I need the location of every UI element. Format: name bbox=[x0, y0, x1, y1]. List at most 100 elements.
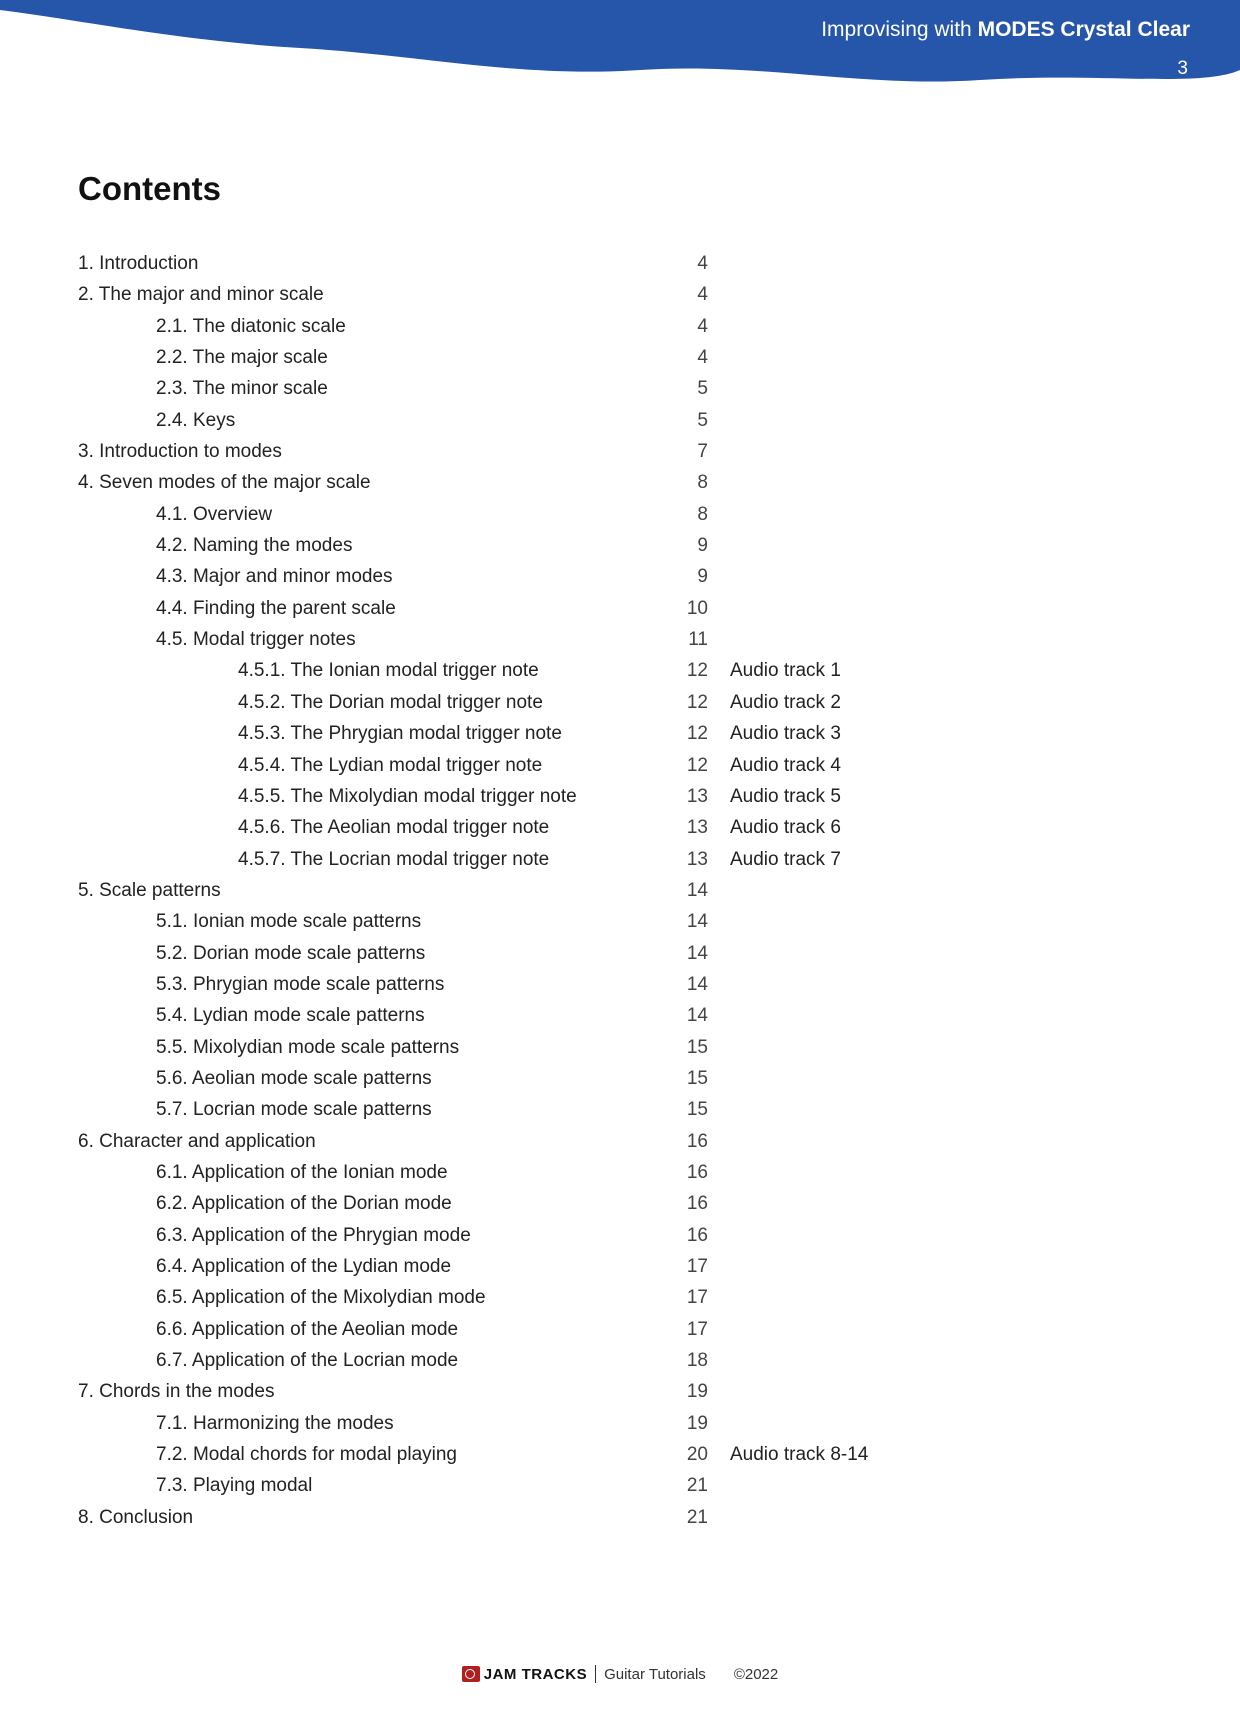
toc-label: 6.2. Application of the Dorian mode bbox=[156, 1188, 648, 1219]
toc-label: 4.5.6. The Aeolian modal trigger note bbox=[238, 812, 648, 843]
toc-page-number: 17 bbox=[648, 1282, 708, 1313]
toc-page-number: 8 bbox=[648, 467, 708, 498]
toc-page-number: 14 bbox=[648, 969, 708, 1000]
toc-page-number: 8 bbox=[648, 499, 708, 530]
toc-page-number: 9 bbox=[648, 530, 708, 561]
toc-row: 4.5. Modal trigger notes11 bbox=[78, 624, 1158, 655]
toc-row: 4.5.7. The Locrian modal trigger note13A… bbox=[78, 844, 1158, 875]
toc-label: 2.4. Keys bbox=[156, 405, 648, 436]
toc-label: 6.7. Application of the Locrian mode bbox=[156, 1345, 648, 1376]
toc-page-number: 17 bbox=[648, 1251, 708, 1282]
toc-label: 6.1. Application of the Ionian mode bbox=[156, 1157, 648, 1188]
toc-page-number: 12 bbox=[648, 750, 708, 781]
toc-page-number: 16 bbox=[648, 1126, 708, 1157]
toc-row: 6.2. Application of the Dorian mode16 bbox=[78, 1188, 1158, 1219]
toc-page-number: 12 bbox=[648, 687, 708, 718]
table-of-contents: 1. Introduction 4 2. The major and minor s… bbox=[78, 248, 1158, 1533]
toc-row: 4.3. Major and minor modes9 bbox=[78, 561, 1158, 592]
toc-row: 3. Introduction to modes7 bbox=[78, 436, 1158, 467]
toc-page-number: 15 bbox=[648, 1063, 708, 1094]
toc-page-number: 5 bbox=[648, 405, 708, 436]
toc-page-number: 14 bbox=[648, 875, 708, 906]
logo-icon bbox=[462, 1666, 480, 1682]
toc-row: 7.2. Modal chords for modal playing20Aud… bbox=[78, 1439, 1158, 1470]
toc-page-number: 13 bbox=[648, 781, 708, 812]
toc-page-number: 4 bbox=[648, 342, 708, 373]
content-area: Contents 1. Introduction 4 2. The major an… bbox=[78, 170, 1158, 1533]
toc-label: 2. The major and minor scale bbox=[78, 279, 648, 310]
contents-heading: Contents bbox=[78, 170, 1158, 208]
toc-label: 2.3. The minor scale bbox=[156, 373, 648, 404]
toc-page-number: 7 bbox=[648, 436, 708, 467]
toc-row: 5.5. Mixolydian mode scale patterns15 bbox=[78, 1032, 1158, 1063]
toc-row: 2.1. The diatonic scale4 bbox=[78, 311, 1158, 342]
toc-label: 3. Introduction to modes bbox=[78, 436, 648, 467]
toc-row: 4.4. Finding the parent scale10 bbox=[78, 593, 1158, 624]
toc-page-number: 14 bbox=[648, 906, 708, 937]
toc-page-number: 18 bbox=[648, 1345, 708, 1376]
toc-page-number: 19 bbox=[648, 1376, 708, 1407]
toc-row: 5.2. Dorian mode scale patterns14 bbox=[78, 938, 1158, 969]
toc-label: 4.5.4. The Lydian modal trigger note bbox=[238, 750, 648, 781]
toc-label: 5.1. Ionian mode scale patterns bbox=[156, 906, 648, 937]
toc-label: 4.4. Finding the parent scale bbox=[156, 593, 648, 624]
header-page-number: 3 bbox=[1177, 58, 1188, 80]
footer: JAM TRACKS Guitar Tutorials ©2022 bbox=[0, 1665, 1240, 1683]
toc-row: 6.4. Application of the Lydian mode17 bbox=[78, 1251, 1158, 1282]
toc-row: 4.5.1. The Ionian modal trigger note12Au… bbox=[78, 655, 1158, 686]
toc-row: 7.1. Harmonizing the modes19 bbox=[78, 1408, 1158, 1439]
toc-page-number: 13 bbox=[648, 812, 708, 843]
toc-label: 5. Scale patterns bbox=[78, 875, 648, 906]
toc-label: 5.6. Aeolian mode scale patterns bbox=[156, 1063, 648, 1094]
toc-row: 2.4. Keys5 bbox=[78, 405, 1158, 436]
toc-row: 7. Chords in the modes19 bbox=[78, 1376, 1158, 1407]
toc-row: 5.4. Lydian mode scale patterns14 bbox=[78, 1000, 1158, 1031]
toc-row: 6.6. Application of the Aeolian mode17 bbox=[78, 1314, 1158, 1345]
toc-page-number: 9 bbox=[648, 561, 708, 592]
toc-row: 4.2. Naming the modes9 bbox=[78, 530, 1158, 561]
toc-row: 4.1. Overview8 bbox=[78, 499, 1158, 530]
toc-page-number: 20 bbox=[648, 1439, 708, 1470]
toc-label: 5.4. Lydian mode scale patterns bbox=[156, 1000, 648, 1031]
toc-row: 6.3. Application of the Phrygian mode16 bbox=[78, 1220, 1158, 1251]
toc-page-number: 5 bbox=[648, 373, 708, 404]
toc-audio-label: Audio track 8-14 bbox=[708, 1439, 868, 1470]
toc-label: 6.3. Application of the Phrygian mode bbox=[156, 1220, 648, 1251]
toc-row: 6. Character and application16 bbox=[78, 1126, 1158, 1157]
toc-label: 8. Conclusion bbox=[78, 1502, 648, 1533]
toc-page-number: 15 bbox=[648, 1094, 708, 1125]
toc-page-number: 10 bbox=[648, 593, 708, 624]
toc-page-number: 16 bbox=[648, 1220, 708, 1251]
toc-row: 5.3. Phrygian mode scale patterns14 bbox=[78, 969, 1158, 1000]
toc-audio-label: Audio track 7 bbox=[708, 844, 841, 875]
toc-page-number: 16 bbox=[648, 1157, 708, 1188]
toc-row: 6.1. Application of the Ionian mode16 bbox=[78, 1157, 1158, 1188]
toc-row: 8. Conclusion21 bbox=[78, 1502, 1158, 1533]
toc-audio-label: Audio track 3 bbox=[708, 718, 841, 749]
toc-row: 7.3. Playing modal21 bbox=[78, 1470, 1158, 1501]
toc-row: 6.5. Application of the Mixolydian mode1… bbox=[78, 1282, 1158, 1313]
toc-label: 5.2. Dorian mode scale patterns bbox=[156, 938, 648, 969]
toc-row: 4.5.4. The Lydian modal trigger note12Au… bbox=[78, 750, 1158, 781]
toc-label: 1. Introduction bbox=[78, 248, 648, 279]
toc-label: 7.3. Playing modal bbox=[156, 1470, 648, 1501]
toc-row: 2. The major and minor scale4 bbox=[78, 279, 1158, 310]
footer-divider bbox=[595, 1665, 596, 1683]
toc-label: 7.2. Modal chords for modal playing bbox=[156, 1439, 648, 1470]
toc-row: 5.1. Ionian mode scale patterns14 bbox=[78, 906, 1158, 937]
toc-row: 4.5.2. The Dorian modal trigger note12Au… bbox=[78, 687, 1158, 718]
toc-row: 5.7. Locrian mode scale patterns15 bbox=[78, 1094, 1158, 1125]
footer-brand-sub: Guitar Tutorials bbox=[604, 1666, 706, 1683]
toc-page-number: 12 bbox=[648, 655, 708, 686]
header-title-bold: MODES Crystal Clear bbox=[978, 18, 1190, 41]
toc-page-number: 11 bbox=[648, 624, 708, 655]
toc-label: 4.1. Overview bbox=[156, 499, 648, 530]
toc-page-number: 15 bbox=[648, 1032, 708, 1063]
toc-page-number: 19 bbox=[648, 1408, 708, 1439]
footer-brand: JAM TRACKS bbox=[484, 1666, 587, 1683]
toc-label: 4.5.3. The Phrygian modal trigger note bbox=[238, 718, 648, 749]
toc-label: 4.5.5. The Mixolydian modal trigger note bbox=[238, 781, 648, 812]
toc-label: 5.5. Mixolydian mode scale patterns bbox=[156, 1032, 648, 1063]
footer-logo: JAM TRACKS Guitar Tutorials bbox=[462, 1665, 706, 1683]
toc-label: 6.6. Application of the Aeolian mode bbox=[156, 1314, 648, 1345]
